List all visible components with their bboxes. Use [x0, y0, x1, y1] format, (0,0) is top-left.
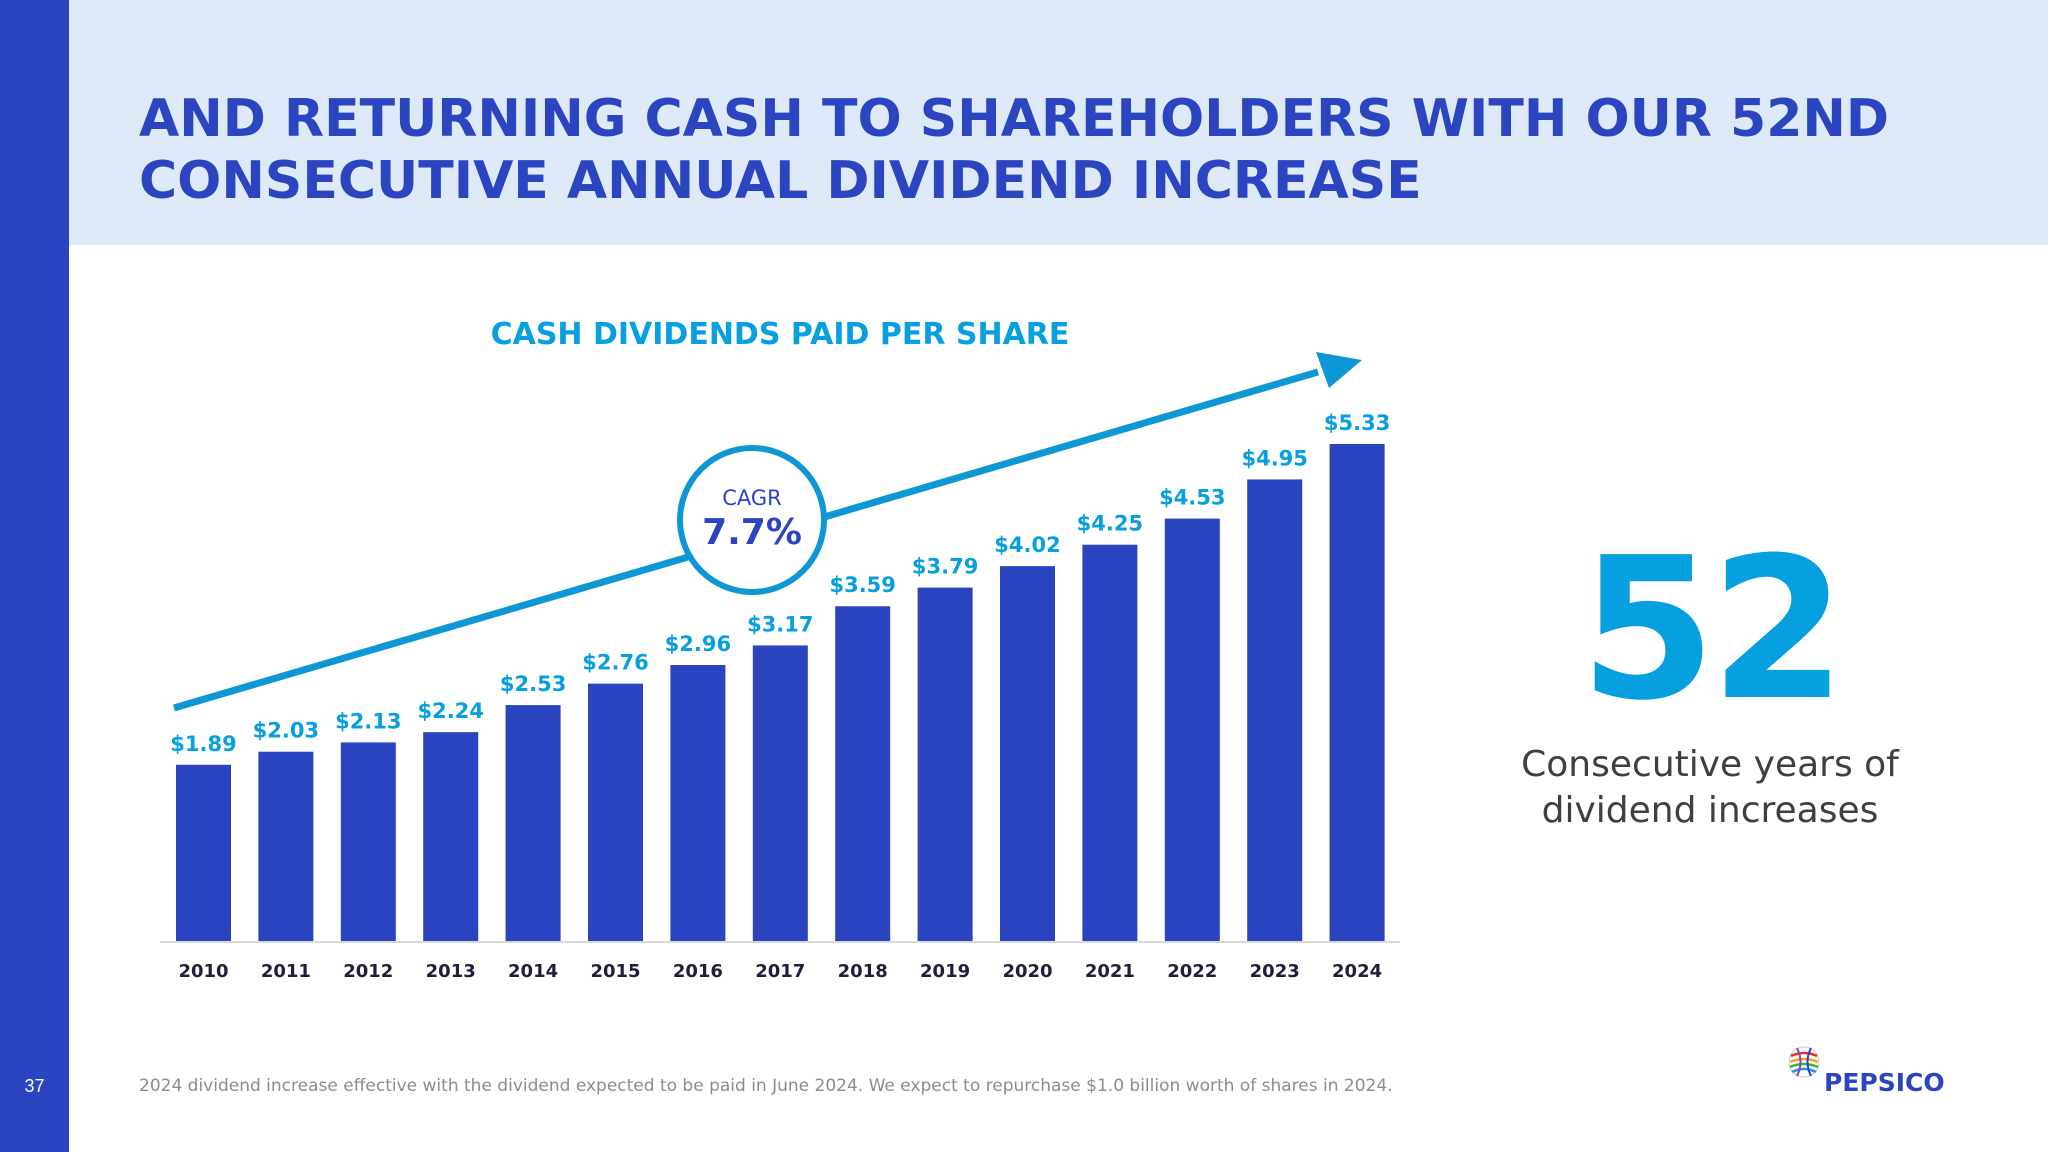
value-label-2017: $3.17 [747, 612, 813, 636]
stat-caption: Consecutive years of dividend increases [1460, 742, 1960, 834]
value-label-2011: $2.03 [253, 719, 319, 743]
value-label-2022: $4.53 [1159, 486, 1225, 510]
x-tick-label-2024: 2024 [1332, 961, 1382, 982]
bar-2018 [835, 606, 891, 941]
value-label-2014: $2.53 [500, 672, 566, 696]
x-tick-label-2023: 2023 [1250, 961, 1300, 982]
slide-title-line-2: CONSECUTIVE ANNUAL DIVIDEND INCREASE [139, 151, 1422, 211]
bar-2021 [1082, 544, 1138, 941]
bar-2011 [258, 751, 314, 941]
x-tick-label-2016: 2016 [673, 961, 723, 982]
bar-2010 [176, 764, 231, 941]
cagr-badge: CAGR 7.7% [677, 445, 827, 595]
cagr-value: 7.7% [702, 512, 802, 553]
x-tick-label-2018: 2018 [838, 961, 888, 982]
bar-2014 [505, 705, 561, 941]
pepsico-logo: PEPSICO [1784, 1040, 1984, 1100]
value-label-2023: $4.95 [1241, 446, 1307, 470]
side-accent-bar [0, 0, 69, 1152]
bar-2022 [1164, 518, 1220, 941]
chart-title: CASH DIVIDENDS PAID PER SHARE [491, 317, 1070, 352]
stat-number: 52 [1579, 516, 1847, 744]
stat-caption-line-2: dividend increases [1541, 790, 1879, 831]
cagr-label: CAGR [722, 486, 782, 510]
slide-title-line-1: AND RETURNING CASH TO SHAREHOLDERS WITH … [139, 89, 1890, 149]
page-number: 37 [24, 1076, 45, 1096]
x-tick-label-2022: 2022 [1167, 961, 1217, 982]
cagr-circle [677, 445, 827, 595]
value-label-2013: $2.24 [417, 699, 483, 723]
value-label-2024: $5.33 [1324, 411, 1390, 435]
x-tick-label-2014: 2014 [508, 961, 558, 982]
x-tick-label-2013: 2013 [426, 961, 476, 982]
bars-layer: $1.89 2010 $2.03 2011 $2.13 2012 $2.24 2013 $2.5… [170, 411, 1390, 982]
value-label-2018: $3.59 [829, 573, 895, 597]
bar-2019 [917, 587, 973, 941]
value-label-2016: $2.96 [665, 632, 731, 656]
slide-title: AND RETURNING CASH TO SHAREHOLDERS WITH … [139, 88, 1939, 212]
x-tick-label-2020: 2020 [1002, 961, 1052, 982]
x-tick-label-2021: 2021 [1085, 961, 1135, 982]
value-label-2021: $4.25 [1077, 512, 1143, 536]
bar-2024 [1329, 444, 1385, 941]
logo-text: PEPSICO [1824, 1068, 1945, 1097]
x-tick-label-2011: 2011 [261, 961, 311, 982]
bar-2023 [1247, 479, 1303, 941]
bar-2017 [752, 645, 808, 941]
value-label-2012: $2.13 [335, 709, 401, 733]
value-label-2010: $1.89 [170, 732, 236, 756]
value-label-2015: $2.76 [582, 651, 648, 675]
x-tick-label-2012: 2012 [343, 961, 393, 982]
bar-2012 [340, 742, 396, 941]
footnote: 2024 dividend increase effective with th… [139, 1076, 1393, 1096]
value-label-2019: $3.79 [912, 555, 978, 579]
value-label-2020: $4.02 [994, 533, 1060, 557]
bar-2020 [1000, 566, 1055, 941]
bar-2013 [423, 732, 479, 941]
x-tick-label-2010: 2010 [178, 961, 228, 982]
trend-arrow-head [1316, 352, 1362, 388]
bar-2015 [588, 683, 643, 941]
x-tick-label-2017: 2017 [755, 961, 805, 982]
x-tick-label-2015: 2015 [590, 961, 640, 982]
pepsico-globe-icon [1788, 1046, 1820, 1078]
x-tick-label-2019: 2019 [920, 961, 970, 982]
header-band [69, 0, 2048, 245]
bar-2016 [670, 664, 726, 941]
stat-caption-line-1: Consecutive years of [1521, 744, 1899, 785]
